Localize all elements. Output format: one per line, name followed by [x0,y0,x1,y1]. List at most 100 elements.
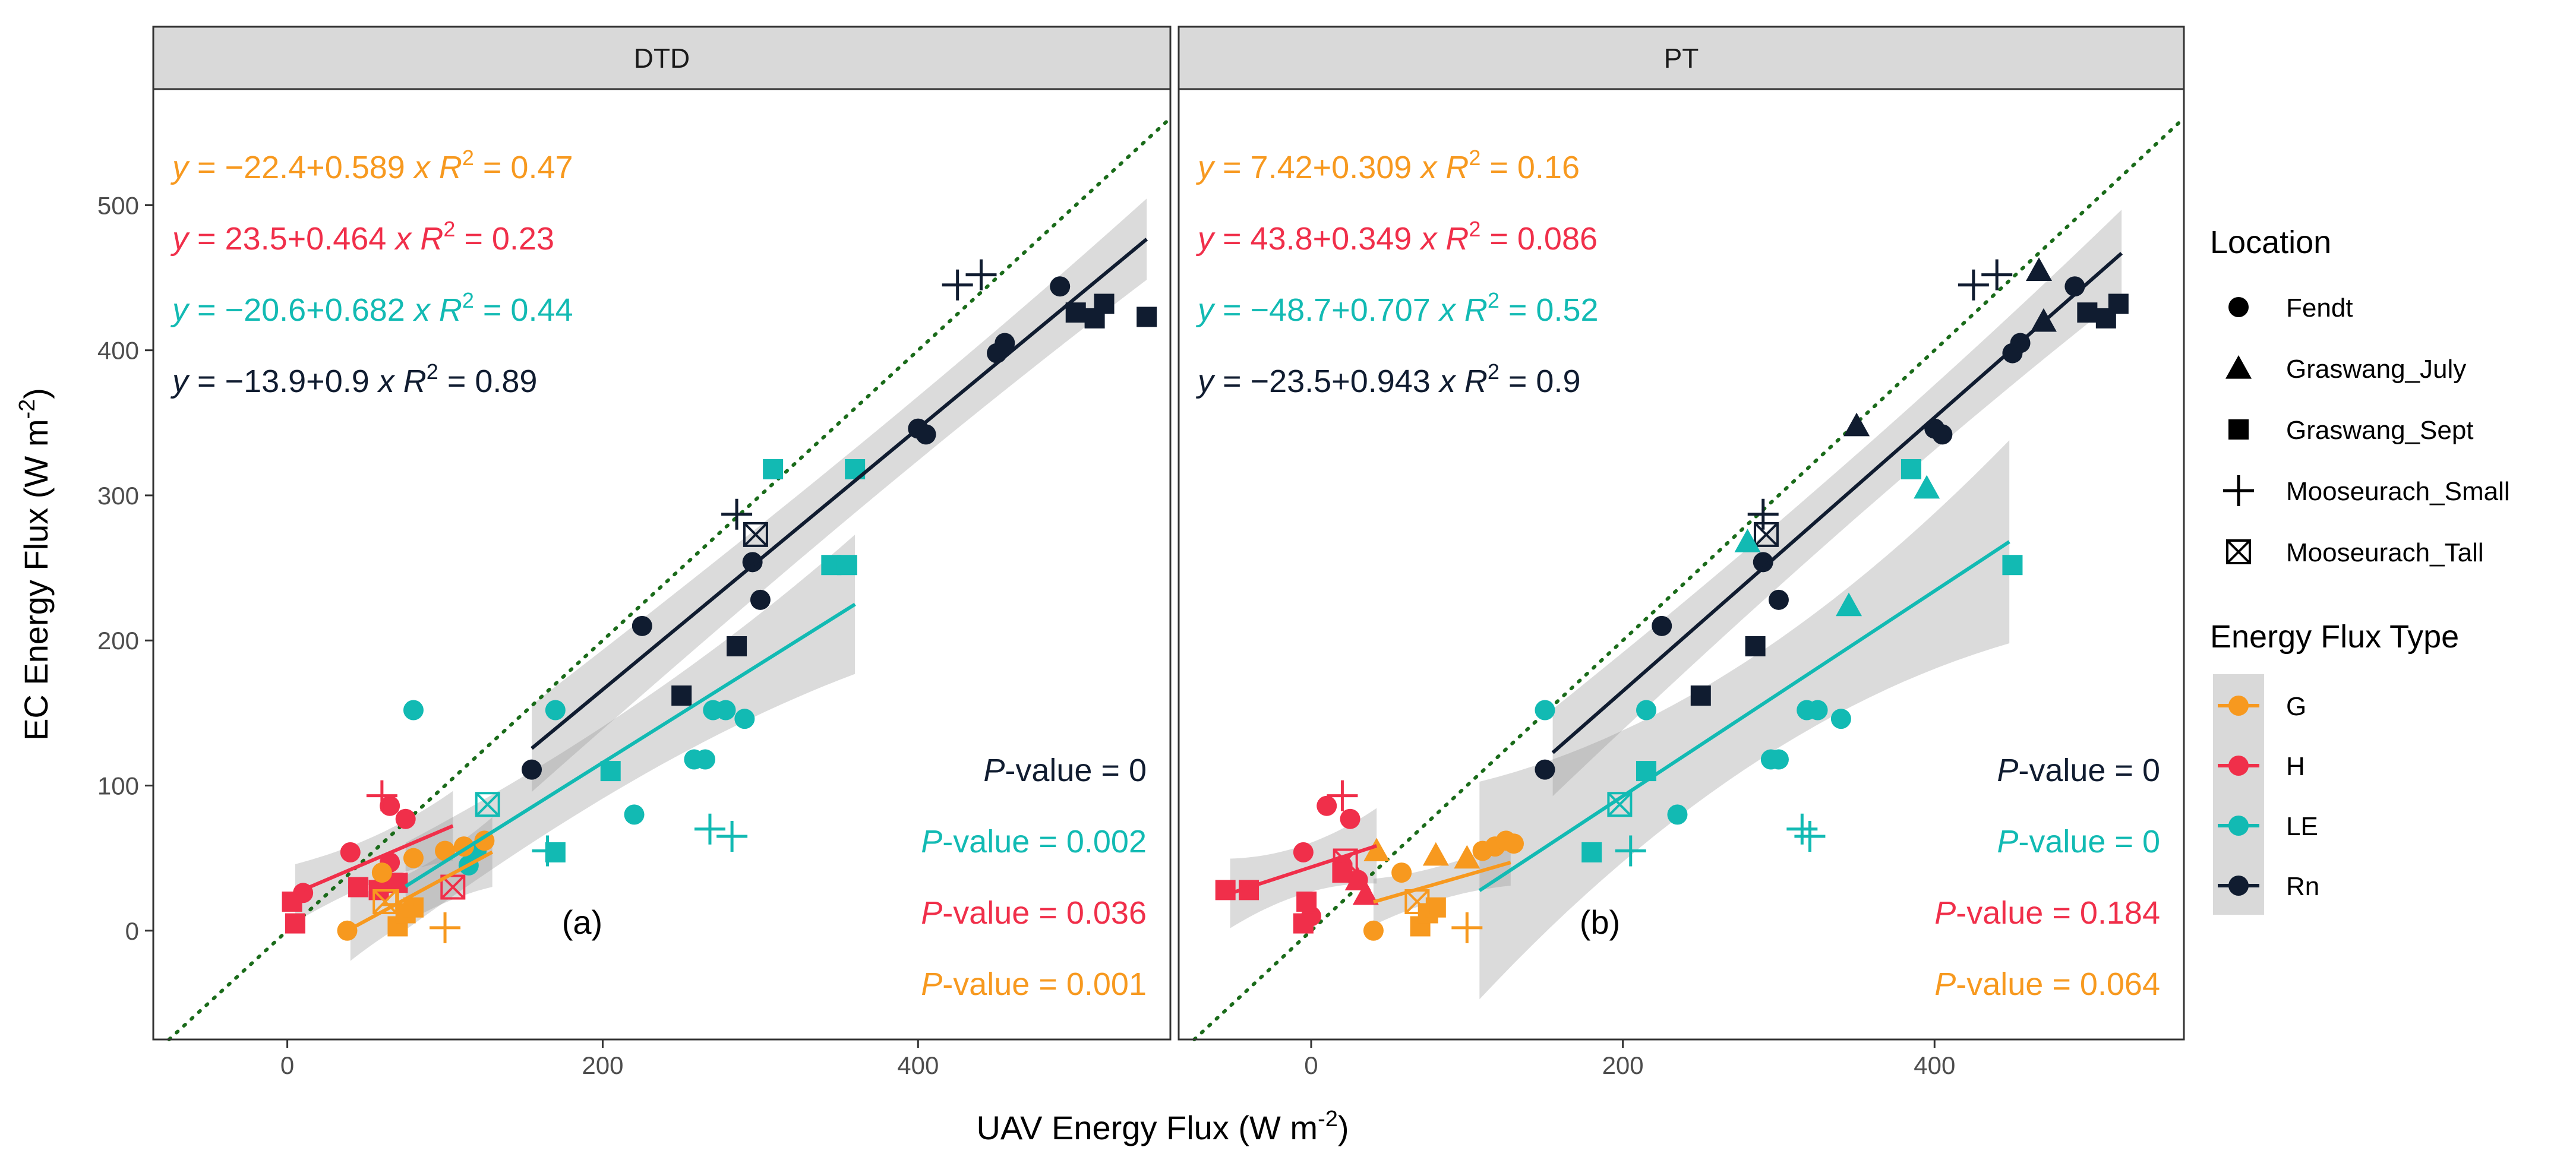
plot-area-dtd: 0 200 400 0 100 200 300 400 500 y = −22.4+0.589 x… [97,88,1172,1079]
y-axis-title-text: EC Energy Flux (W m [17,419,55,741]
data-point-rn [1745,636,1766,657]
p-value-p: P [921,966,942,1002]
x-axis-title: UAV Energy Flux (W m-2) [976,1107,1349,1146]
p-value-text: -value = 0 [1005,753,1147,788]
data-point-h [1352,881,1379,905]
y-tick-label: 300 [97,482,139,510]
legend-key-circle [2228,297,2249,317]
data-point-rn [1753,552,1773,573]
equation-y: y [170,292,190,328]
strip-background [152,26,1172,90]
legend: Location Fendt Graswang_July Graswang_Sept M… [2210,225,2510,915]
data-point-rn [1768,589,1789,610]
data-point-le [694,749,715,770]
data-point-h [340,842,361,862]
data-point-le [1734,529,1761,552]
regression-line-h [1229,844,1378,895]
data-point-rn [2026,257,2053,281]
data-point-h [440,874,466,900]
legend-key-triangle [2225,355,2252,379]
data-point-g [371,862,392,883]
data-point-rn [743,522,768,547]
panel-border [152,88,1172,1041]
legend-label-flux-type: G [2286,692,2306,721]
legend-title-location: Location [2210,225,2331,260]
x-tick-label: 0 [280,1051,294,1079]
data-point-rn [750,589,771,610]
data-point-le [1914,475,1940,499]
panel-dtd: DTD 0 200 400 0 100 200 300 400 500 y = −22.4+0.5… [97,26,1172,1079]
equation-r-exp: 2 [1488,359,1499,384]
equation-x: x [1419,150,1438,185]
data-point-le [1615,835,1646,867]
data-point-h [395,808,416,829]
p-value-text: -value = 0 [2018,824,2160,860]
equation-y: y [1195,150,1216,185]
equation-r-exp: 2 [443,217,455,241]
data-point-h [380,795,400,816]
legend-label-location: Graswang_July [2286,355,2466,384]
data-point-rn [727,636,747,657]
equation-x: x [412,150,431,185]
confidence-band-le [405,535,855,930]
data-point-rn [965,259,997,290]
axis-titles: UAV Energy Flux (W m-2) EC Energy Flux (W… [15,388,1349,1146]
p-value-text: -value = 0.036 [942,895,1147,931]
x-tick-label: 0 [1304,1051,1318,1079]
regression-line-g [349,850,494,931]
data-point-le [1794,821,1826,852]
data-point-h [1293,842,1314,862]
equation-x: x [412,292,431,328]
y-tick-label: 500 [97,191,139,219]
legend-label-flux-type: LE [2286,812,2318,841]
data-point-g [1363,920,1384,941]
legend-label-flux-type: H [2286,752,2305,781]
data-point-rn [671,685,692,706]
data-point-rn [1932,424,1953,445]
p-value-p: P [1934,895,1956,931]
data-point-rn [2108,293,2129,314]
regression-line-rn [1551,252,2123,754]
equation-r: R [1437,221,1469,257]
regression-equation-g: y = 7.42+0.309 x R2 = 0.16 [1195,146,1580,185]
equation-y: y [170,150,190,185]
data-point-le [403,700,424,721]
equation-coefficients: = −13.9+0.9 [188,364,378,399]
data-point-le [1830,709,1851,729]
data-point-g [1451,912,1483,943]
data-point-rn [1690,685,1711,706]
equation-x: x [1419,221,1438,257]
data-point-le [1667,804,1688,825]
data-point-g [430,912,461,943]
equation-y: y [1195,364,1216,399]
equation-r2-value: = 0.23 [455,221,554,257]
y-tick-label: 100 [97,772,139,800]
regression-equation-g: y = −22.4+0.589 x R2 = 0.47 [170,146,573,185]
identity-line [167,116,1172,1041]
data-point-h [1327,780,1358,811]
p-value-text: -value = 0.064 [1956,966,2160,1002]
data-point-le [1535,700,1555,721]
equation-r: R [1456,364,1488,399]
data-point-le [2002,555,2023,576]
equation-r-exp: 2 [1469,146,1480,170]
data-point-rn [742,552,763,573]
data-point-h [1293,913,1314,934]
data-point-h [1340,808,1360,829]
equation-coefficients: = 43.8+0.349 [1214,221,1420,257]
data-point-le [1607,792,1633,817]
legend-key-dot [2228,816,2249,836]
equation-r2-value: = 0.44 [474,292,573,328]
data-point-le [1636,700,1656,721]
data-point-le [715,700,736,721]
x-tick-label: 400 [1914,1051,1955,1079]
data-point-le [545,700,566,721]
data-point-rn [632,615,652,636]
x-axis-title-text: UAV Energy Flux (W m [976,1109,1318,1146]
equation-x: x [1438,292,1457,328]
data-point-rn [1535,759,1555,780]
equation-r: R [411,221,443,257]
equation-r-exp: 2 [1469,217,1480,241]
